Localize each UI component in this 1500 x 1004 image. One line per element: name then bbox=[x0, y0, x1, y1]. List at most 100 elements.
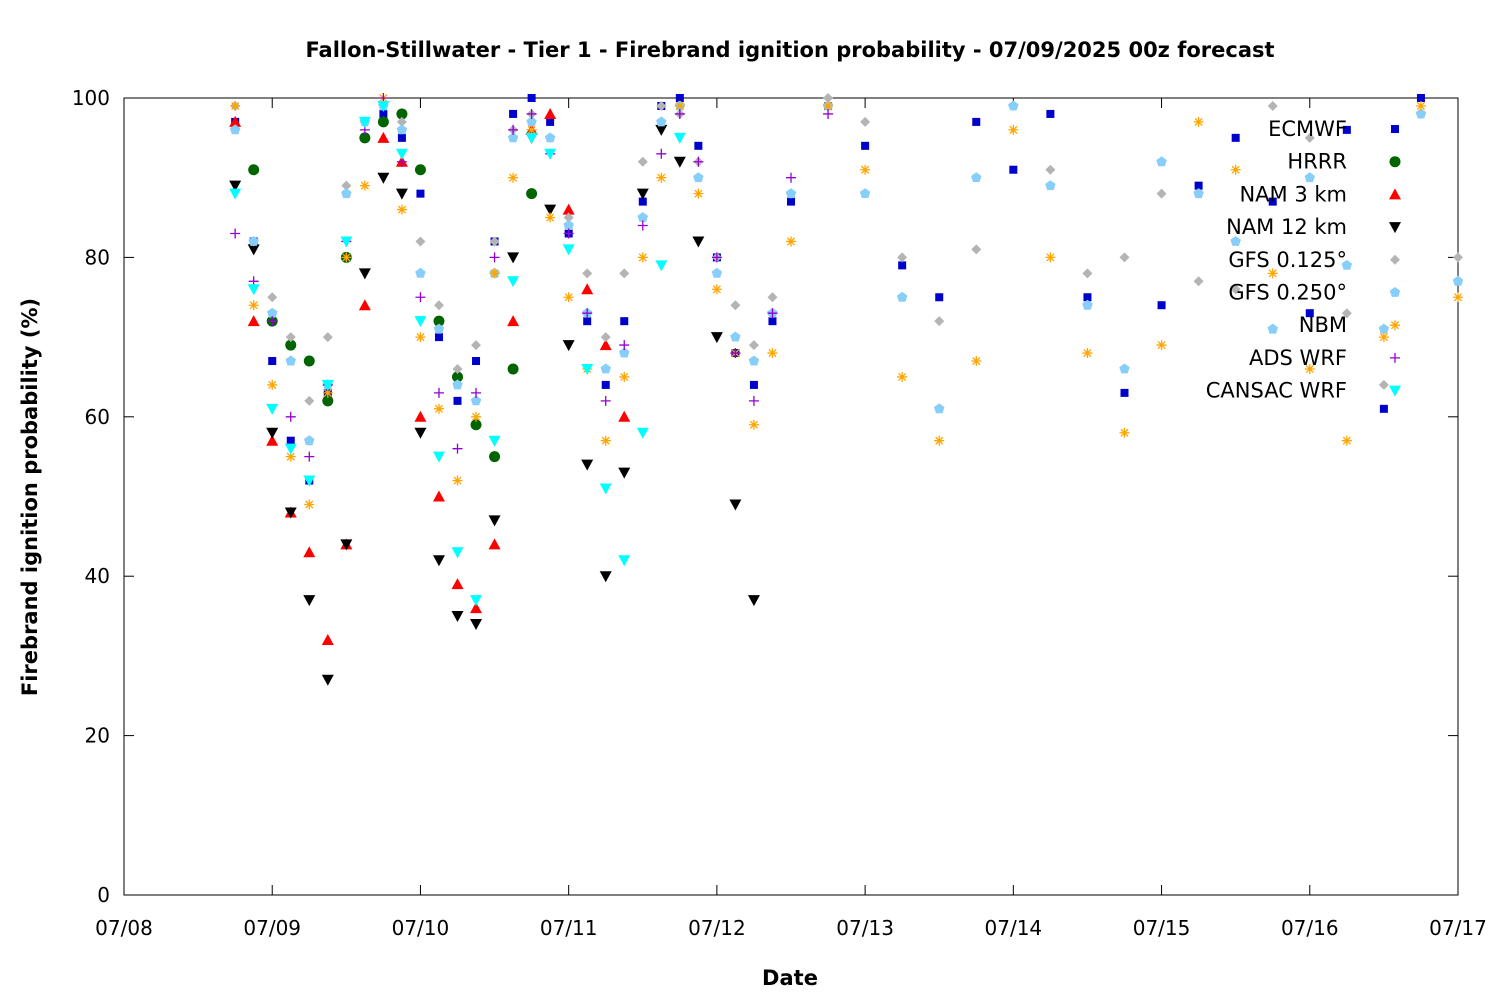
data-point bbox=[470, 602, 483, 614]
data-point bbox=[452, 379, 463, 390]
data-point bbox=[377, 131, 390, 143]
y-tick-label: 80 bbox=[85, 245, 110, 269]
data-point bbox=[321, 633, 334, 645]
data-point bbox=[1119, 363, 1130, 374]
data-point bbox=[416, 189, 425, 198]
data-point bbox=[1082, 268, 1093, 279]
data-point bbox=[675, 94, 684, 102]
data-point bbox=[1119, 252, 1130, 263]
data-point bbox=[655, 124, 668, 136]
y-tick-label: 60 bbox=[85, 405, 110, 429]
data-point bbox=[787, 197, 795, 206]
data-point bbox=[415, 332, 426, 343]
data-point bbox=[285, 411, 296, 422]
data-point bbox=[673, 132, 686, 144]
data-point bbox=[396, 108, 408, 120]
data-point bbox=[489, 236, 500, 247]
data-point bbox=[377, 100, 390, 112]
data-point bbox=[358, 268, 371, 280]
data-point bbox=[377, 172, 390, 184]
data-point bbox=[620, 317, 629, 326]
data-point bbox=[1304, 172, 1315, 183]
data-point bbox=[1305, 309, 1314, 318]
data-point bbox=[1453, 252, 1463, 263]
y-axis-ticks: 0 20 40 60 80 100 bbox=[72, 86, 1458, 907]
data-point bbox=[1157, 301, 1166, 310]
data-point bbox=[268, 357, 277, 366]
data-point bbox=[266, 434, 279, 446]
data-point bbox=[767, 292, 778, 303]
data-point bbox=[563, 292, 574, 303]
data-point bbox=[711, 267, 723, 278]
data-point bbox=[452, 371, 463, 383]
data-point bbox=[600, 363, 611, 374]
data-point bbox=[1378, 332, 1389, 343]
data-markers bbox=[229, 93, 1464, 686]
x-tick-label: 07/11 bbox=[540, 916, 598, 940]
data-point bbox=[472, 357, 481, 366]
data-point bbox=[266, 403, 279, 415]
data-point bbox=[730, 331, 741, 342]
data-point bbox=[451, 547, 464, 559]
data-point bbox=[377, 116, 389, 128]
data-point bbox=[341, 188, 352, 199]
data-point bbox=[600, 395, 611, 406]
series-nam-3-km bbox=[229, 107, 631, 645]
data-point bbox=[321, 674, 334, 686]
data-point bbox=[1304, 132, 1315, 143]
data-point bbox=[636, 188, 649, 200]
data-point bbox=[1009, 165, 1018, 174]
data-point bbox=[452, 363, 463, 374]
y-tick-label: 100 bbox=[72, 86, 110, 110]
data-point bbox=[1341, 259, 1353, 270]
data-point bbox=[637, 252, 648, 263]
data-point bbox=[488, 435, 501, 447]
data-point bbox=[248, 300, 259, 311]
data-point bbox=[1083, 293, 1092, 302]
x-axis-ticks: 07/08 07/09 07/10 07/11 07/12 07/13 07/14 07/15… bbox=[95, 98, 1487, 940]
data-point bbox=[1156, 340, 1167, 351]
data-point bbox=[395, 148, 408, 160]
data-point bbox=[747, 595, 760, 607]
data-point bbox=[618, 555, 631, 567]
chart-title: Fallon-Stillwater - Tier 1 - Firebrand i… bbox=[305, 38, 1274, 62]
data-point bbox=[786, 172, 796, 183]
legend-marker bbox=[1390, 352, 1400, 363]
data-point bbox=[748, 340, 759, 351]
legend: ECMWF HRRR NAM 3 km NAM 12 km GFS 0.125° GFS … bbox=[1206, 117, 1401, 403]
data-point bbox=[563, 228, 574, 239]
data-point bbox=[432, 490, 445, 502]
x-tick-label: 07/14 bbox=[985, 916, 1043, 940]
data-point bbox=[898, 261, 907, 270]
data-point bbox=[267, 379, 278, 390]
data-point bbox=[433, 403, 444, 414]
data-point bbox=[1378, 323, 1390, 334]
data-point bbox=[544, 107, 557, 119]
data-point bbox=[507, 363, 519, 375]
data-point bbox=[1230, 236, 1241, 246]
data-point bbox=[1452, 275, 1464, 286]
data-point bbox=[267, 292, 278, 303]
data-point bbox=[285, 339, 297, 351]
data-point bbox=[601, 380, 610, 389]
data-point bbox=[229, 124, 241, 135]
series-hrrr bbox=[248, 108, 538, 463]
data-point bbox=[303, 475, 316, 487]
legend-marker bbox=[1389, 287, 1401, 297]
x-tick-label: 07/08 bbox=[95, 916, 153, 940]
data-point bbox=[1231, 133, 1240, 142]
data-point bbox=[694, 141, 703, 150]
data-point bbox=[397, 133, 406, 142]
data-point bbox=[1193, 276, 1204, 287]
data-point bbox=[544, 204, 557, 216]
data-point bbox=[453, 396, 462, 405]
data-point bbox=[1230, 164, 1241, 175]
data-point bbox=[971, 244, 982, 255]
y-tick-label: 0 bbox=[97, 883, 110, 907]
data-point bbox=[1378, 379, 1389, 390]
data-point bbox=[599, 571, 612, 583]
data-point bbox=[935, 293, 944, 302]
data-point bbox=[508, 172, 519, 183]
data-point bbox=[247, 284, 260, 296]
